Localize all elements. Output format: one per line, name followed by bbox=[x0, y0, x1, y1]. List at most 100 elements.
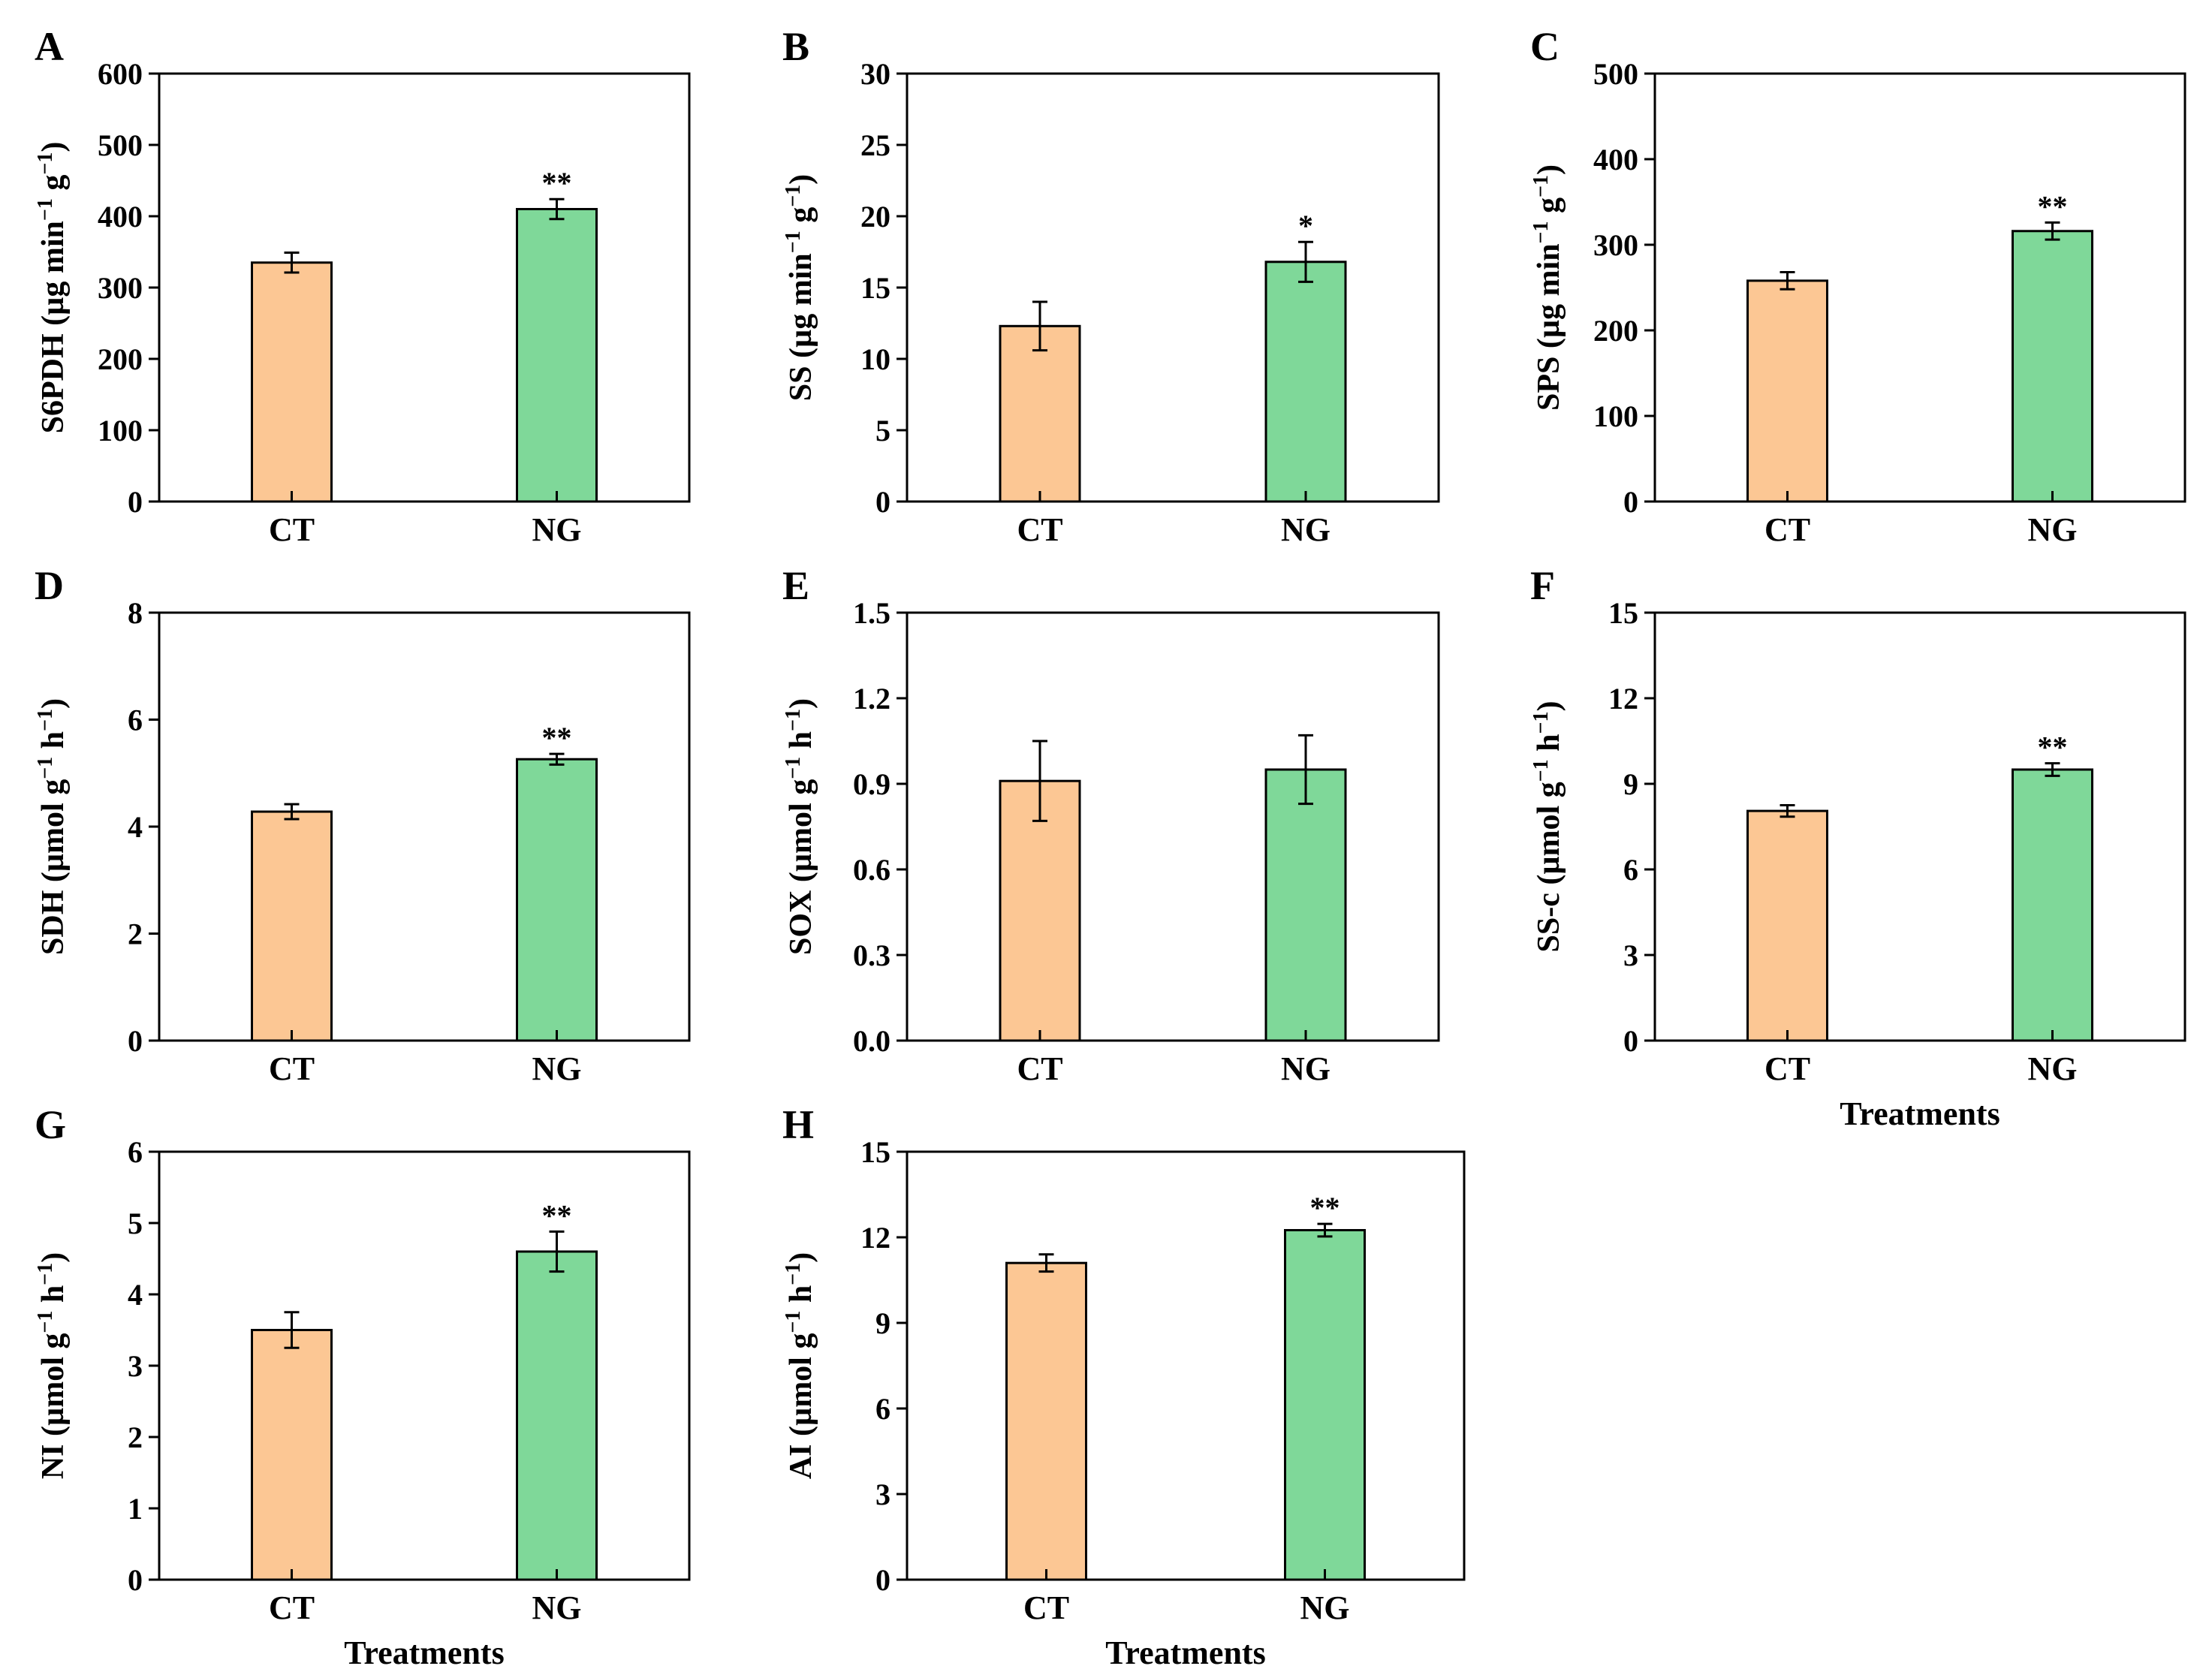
y-tick-label: 0 bbox=[1623, 1024, 1638, 1058]
y-tick-label: 6 bbox=[128, 703, 143, 737]
plot-frame bbox=[906, 72, 1440, 503]
y-tick-label: 1.2 bbox=[853, 682, 891, 716]
x-tick-label: NG bbox=[532, 1050, 582, 1087]
x-tick-label: CT bbox=[1017, 511, 1062, 548]
bar-ct bbox=[251, 1329, 333, 1581]
y-tick-label: 10 bbox=[860, 342, 891, 376]
x-tick-label: CT bbox=[269, 511, 315, 548]
plot-frame bbox=[158, 72, 691, 503]
bar-ct bbox=[1005, 1261, 1087, 1581]
panel-b: B CT * NG 0 5 10 15 20 25 30 SS (µg min−1 g−1) bbox=[782, 24, 1440, 548]
y-tick-label: 200 bbox=[98, 342, 143, 376]
y-axis-label: NI (µmol g−1 h−1) bbox=[34, 1252, 71, 1479]
x-axis-label: Treatments bbox=[344, 1634, 504, 1669]
x-tick-label: CT bbox=[269, 1589, 315, 1626]
plot-frame bbox=[906, 611, 1440, 1042]
y-axis-label: SOX (µmol g−1 h−1) bbox=[782, 698, 819, 955]
significance-mark: ** bbox=[2038, 189, 2068, 223]
panel-f: F CT ** NG 0 3 6 9 12 15 SS-c (µmol g−1 h−1) Treatm… bbox=[1529, 563, 2186, 1132]
y-tick-label: 15 bbox=[860, 271, 891, 305]
significance-mark: ** bbox=[542, 166, 572, 200]
panel-g: G CT ** NG 0 1 2 3 4 5 6 NI (µmol g−1 h−1) Treatment… bbox=[34, 1102, 691, 1669]
x-tick-label: CT bbox=[1017, 1050, 1062, 1087]
y-tick-label: 9 bbox=[1623, 767, 1638, 801]
x-tick-label: CT bbox=[269, 1050, 315, 1087]
y-tick-label: 8 bbox=[128, 596, 143, 630]
panel-h: H CT ** NG 0 3 6 9 12 15 AI (µmol g−1 h−1) Treatmen… bbox=[782, 1102, 1466, 1669]
panel-a: A CT ** NG 0 100 200 300 400 500 600 S6PDH (µg min−… bbox=[34, 24, 691, 548]
x-axis-label: Treatments bbox=[1105, 1634, 1265, 1669]
panel-letter: D bbox=[35, 563, 64, 608]
y-tick-label: 0.3 bbox=[853, 938, 891, 972]
x-tick-label: NG bbox=[1300, 1589, 1350, 1626]
bar-ng bbox=[2012, 230, 2093, 503]
plot-frame bbox=[1653, 611, 2186, 1042]
y-tick-label: 600 bbox=[98, 57, 143, 91]
x-tick-label: CT bbox=[1764, 1050, 1810, 1087]
y-tick-label: 0 bbox=[128, 1024, 143, 1058]
y-axis-label: SS (µg min−1 g−1) bbox=[782, 174, 819, 401]
y-tick-label: 25 bbox=[860, 128, 891, 162]
y-tick-label: 300 bbox=[98, 271, 143, 305]
panel-letter: C bbox=[1530, 24, 1560, 69]
x-tick-label: NG bbox=[1281, 1050, 1331, 1087]
panel-letter: E bbox=[782, 563, 809, 608]
y-tick-label: 100 bbox=[98, 414, 143, 447]
y-tick-label: 1 bbox=[128, 1492, 143, 1526]
y-axis-label: SS-c (µmol g−1 h−1) bbox=[1529, 701, 1567, 953]
y-tick-label: 5 bbox=[128, 1207, 143, 1240]
panel-letter: G bbox=[35, 1102, 66, 1147]
y-tick-label: 0.0 bbox=[853, 1024, 891, 1058]
panel-c: C CT ** NG 0 100 200 300 400 500 SPS (µg min−1 g−1… bbox=[1529, 24, 2186, 548]
bar-ng bbox=[2012, 768, 2093, 1042]
x-tick-label: NG bbox=[2028, 511, 2078, 548]
x-tick-label: NG bbox=[532, 511, 582, 548]
y-tick-label: 15 bbox=[1608, 596, 1638, 630]
bar-ct bbox=[251, 261, 333, 503]
y-tick-label: 6 bbox=[875, 1392, 891, 1426]
y-tick-label: 3 bbox=[875, 1478, 891, 1511]
panel-e: E CT NG 0.0 0.3 0.6 0.9 1.2 1.5 SOX (µmol g−1 h−1… bbox=[782, 563, 1440, 1087]
plot-frame bbox=[1653, 72, 2186, 503]
y-tick-label: 0.6 bbox=[853, 853, 891, 887]
significance-mark: ** bbox=[542, 1198, 572, 1232]
significance-mark: ** bbox=[2038, 731, 2068, 764]
y-tick-label: 2 bbox=[128, 917, 143, 951]
plot-frame bbox=[158, 1150, 691, 1581]
x-tick-label: CT bbox=[1023, 1589, 1069, 1626]
x-tick-label: CT bbox=[1764, 511, 1810, 548]
panel-d: D CT ** NG 0 2 4 6 8 SDH (µmol g−1 h−1) bbox=[34, 563, 691, 1087]
y-axis-label: AI (µmol g−1 h−1) bbox=[782, 1252, 819, 1479]
panel-letter: A bbox=[35, 24, 64, 69]
x-tick-label: NG bbox=[2028, 1050, 2078, 1087]
significance-mark: ** bbox=[1310, 1191, 1340, 1225]
y-tick-label: 4 bbox=[128, 1278, 143, 1312]
bar-ng bbox=[1264, 261, 1347, 503]
y-tick-label: 30 bbox=[860, 57, 891, 91]
bar-ct bbox=[251, 810, 333, 1042]
y-axis-label: SPS (µg min−1 g−1) bbox=[1529, 164, 1567, 411]
bar-ng bbox=[516, 1250, 598, 1581]
y-tick-label: 2 bbox=[128, 1420, 143, 1454]
bar-ng bbox=[1284, 1229, 1366, 1581]
bar-ct bbox=[1746, 279, 1828, 503]
x-axis-label: Treatments bbox=[1840, 1095, 2000, 1132]
y-tick-label: 0 bbox=[128, 485, 143, 519]
y-tick-label: 4 bbox=[128, 810, 143, 844]
plot-frame bbox=[158, 611, 691, 1042]
y-tick-label: 0 bbox=[875, 1563, 891, 1597]
significance-mark: ** bbox=[542, 721, 572, 755]
y-tick-label: 300 bbox=[1593, 228, 1638, 262]
panel-letter: F bbox=[1530, 563, 1555, 608]
bar-ct bbox=[999, 324, 1081, 503]
y-tick-label: 400 bbox=[98, 200, 143, 233]
bar-ct bbox=[1746, 809, 1828, 1042]
y-axis-label: S6PDH (µg min−1 g−1) bbox=[34, 142, 71, 434]
y-tick-label: 5 bbox=[875, 414, 891, 447]
y-tick-label: 400 bbox=[1593, 143, 1638, 176]
y-tick-label: 0 bbox=[128, 1563, 143, 1597]
y-tick-label: 3 bbox=[1623, 938, 1638, 972]
y-tick-label: 200 bbox=[1593, 314, 1638, 348]
y-tick-label: 20 bbox=[860, 200, 891, 233]
